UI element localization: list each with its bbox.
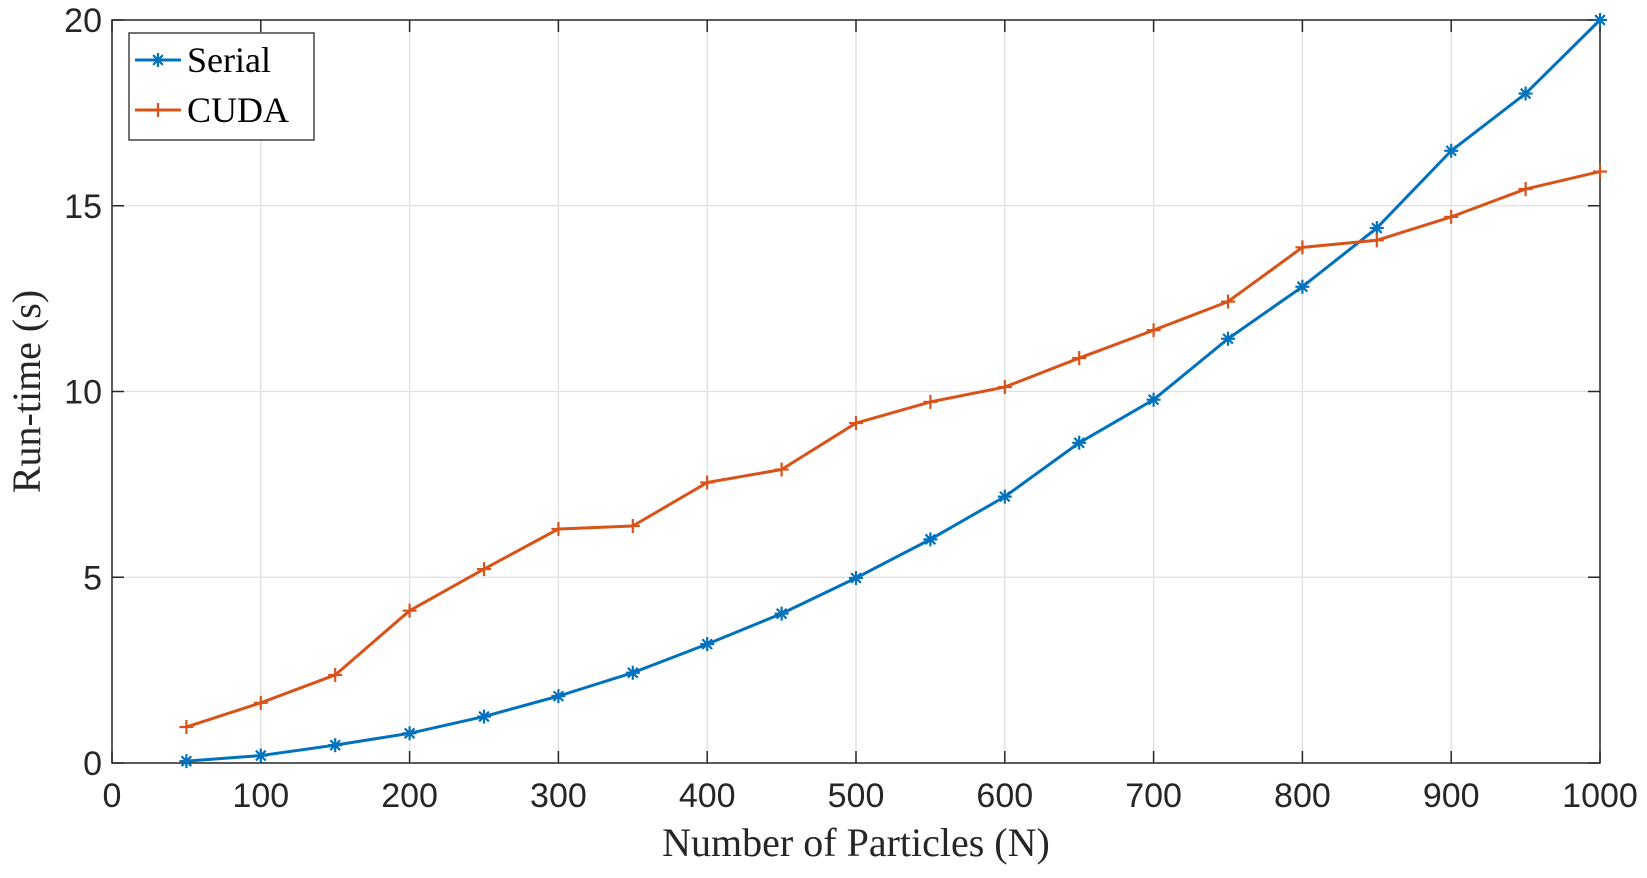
- data-point-serial: [1072, 435, 1087, 450]
- y-tick-label: 20: [64, 2, 102, 40]
- x-tick-label: 200: [381, 777, 438, 815]
- x-tick-label: 400: [679, 777, 736, 815]
- data-point-cuda: [700, 475, 715, 490]
- series-line-cuda: [185, 170, 1601, 729]
- data-point-serial: [402, 726, 417, 741]
- y-tick-label: 0: [83, 745, 102, 783]
- data-point-cuda: [551, 521, 566, 536]
- y-axis-label: Run-time (s): [4, 290, 49, 493]
- data-point-cuda: [328, 667, 343, 682]
- data-point-cuda: [1072, 351, 1087, 366]
- data-point-cuda: [849, 416, 863, 431]
- legend-entry-cuda: CUDA: [135, 90, 289, 130]
- x-tick-label: 900: [1423, 777, 1480, 815]
- data-point-serial: [1593, 13, 1607, 27]
- x-tick-label: 0: [103, 777, 122, 815]
- x-tick-label: 100: [232, 777, 289, 815]
- y-tick-label: 5: [83, 559, 102, 597]
- y-tick-label: 10: [64, 374, 102, 412]
- data-point-serial: [997, 489, 1012, 504]
- y-tick-label: 15: [64, 188, 102, 226]
- data-point-serial: [1295, 279, 1310, 294]
- data-point-serial: [849, 570, 863, 585]
- data-point-serial: [551, 689, 566, 704]
- data-point-cuda: [253, 695, 268, 710]
- x-tick-label: 800: [1274, 777, 1331, 815]
- series-cuda: [179, 164, 1607, 734]
- series-line-serial: [186, 18, 1602, 763]
- data-point-serial: [923, 532, 938, 547]
- data-point-serial: [1444, 143, 1459, 158]
- data-point-serial: [1146, 392, 1161, 407]
- data-point-cuda: [997, 380, 1012, 395]
- x-tick-label: 300: [530, 777, 587, 815]
- data-point-serial: [328, 738, 343, 753]
- data-point-cuda: [1369, 233, 1384, 248]
- data-point-serial: [253, 748, 268, 763]
- data-point-serial: [477, 709, 491, 724]
- data-point-cuda: [1444, 209, 1459, 224]
- data-point-serial: [700, 637, 715, 652]
- data-point-cuda: [179, 719, 194, 734]
- legend-swatch-marker: [151, 103, 165, 117]
- x-tick-label: 700: [1125, 777, 1182, 815]
- data-point-cuda: [1593, 164, 1607, 179]
- data-point-cuda: [625, 518, 640, 533]
- legend: Serial CUDA: [128, 32, 315, 141]
- legend-label: CUDA: [187, 90, 289, 130]
- legend-box: [128, 32, 315, 141]
- data-point-serial: [1518, 86, 1533, 101]
- tick-labels: 0 100 200 300 400 500 600 700 800 900 1000 0 5 10 15 20: [64, 2, 1638, 815]
- series-serial: [179, 13, 1607, 769]
- data-point-cuda: [1146, 323, 1161, 338]
- x-tick-label: 1000: [1562, 777, 1638, 815]
- legend-label: Serial: [187, 40, 271, 80]
- data-point-cuda: [1518, 182, 1533, 197]
- data-point-serial: [1369, 221, 1384, 236]
- data-point-cuda: [774, 462, 789, 477]
- legend-entry-serial: Serial: [135, 40, 271, 80]
- x-tick-label: 500: [828, 777, 885, 815]
- x-axis-label: Number of Particles (N): [662, 820, 1050, 865]
- data-point-cuda: [1221, 294, 1235, 309]
- legend-swatch-marker: [151, 53, 165, 67]
- data-point-cuda: [1295, 240, 1310, 255]
- data-point-serial: [179, 754, 194, 769]
- data-point-cuda: [402, 603, 417, 618]
- data-point-serial: [1221, 331, 1235, 346]
- x-tick-label: 600: [976, 777, 1033, 815]
- data-point-serial: [625, 665, 640, 680]
- grid-layer: [112, 20, 1600, 763]
- series-layer: [179, 13, 1607, 769]
- data-point-cuda: [477, 562, 491, 577]
- data-point-serial: [774, 606, 789, 621]
- data-point-cuda: [923, 394, 938, 409]
